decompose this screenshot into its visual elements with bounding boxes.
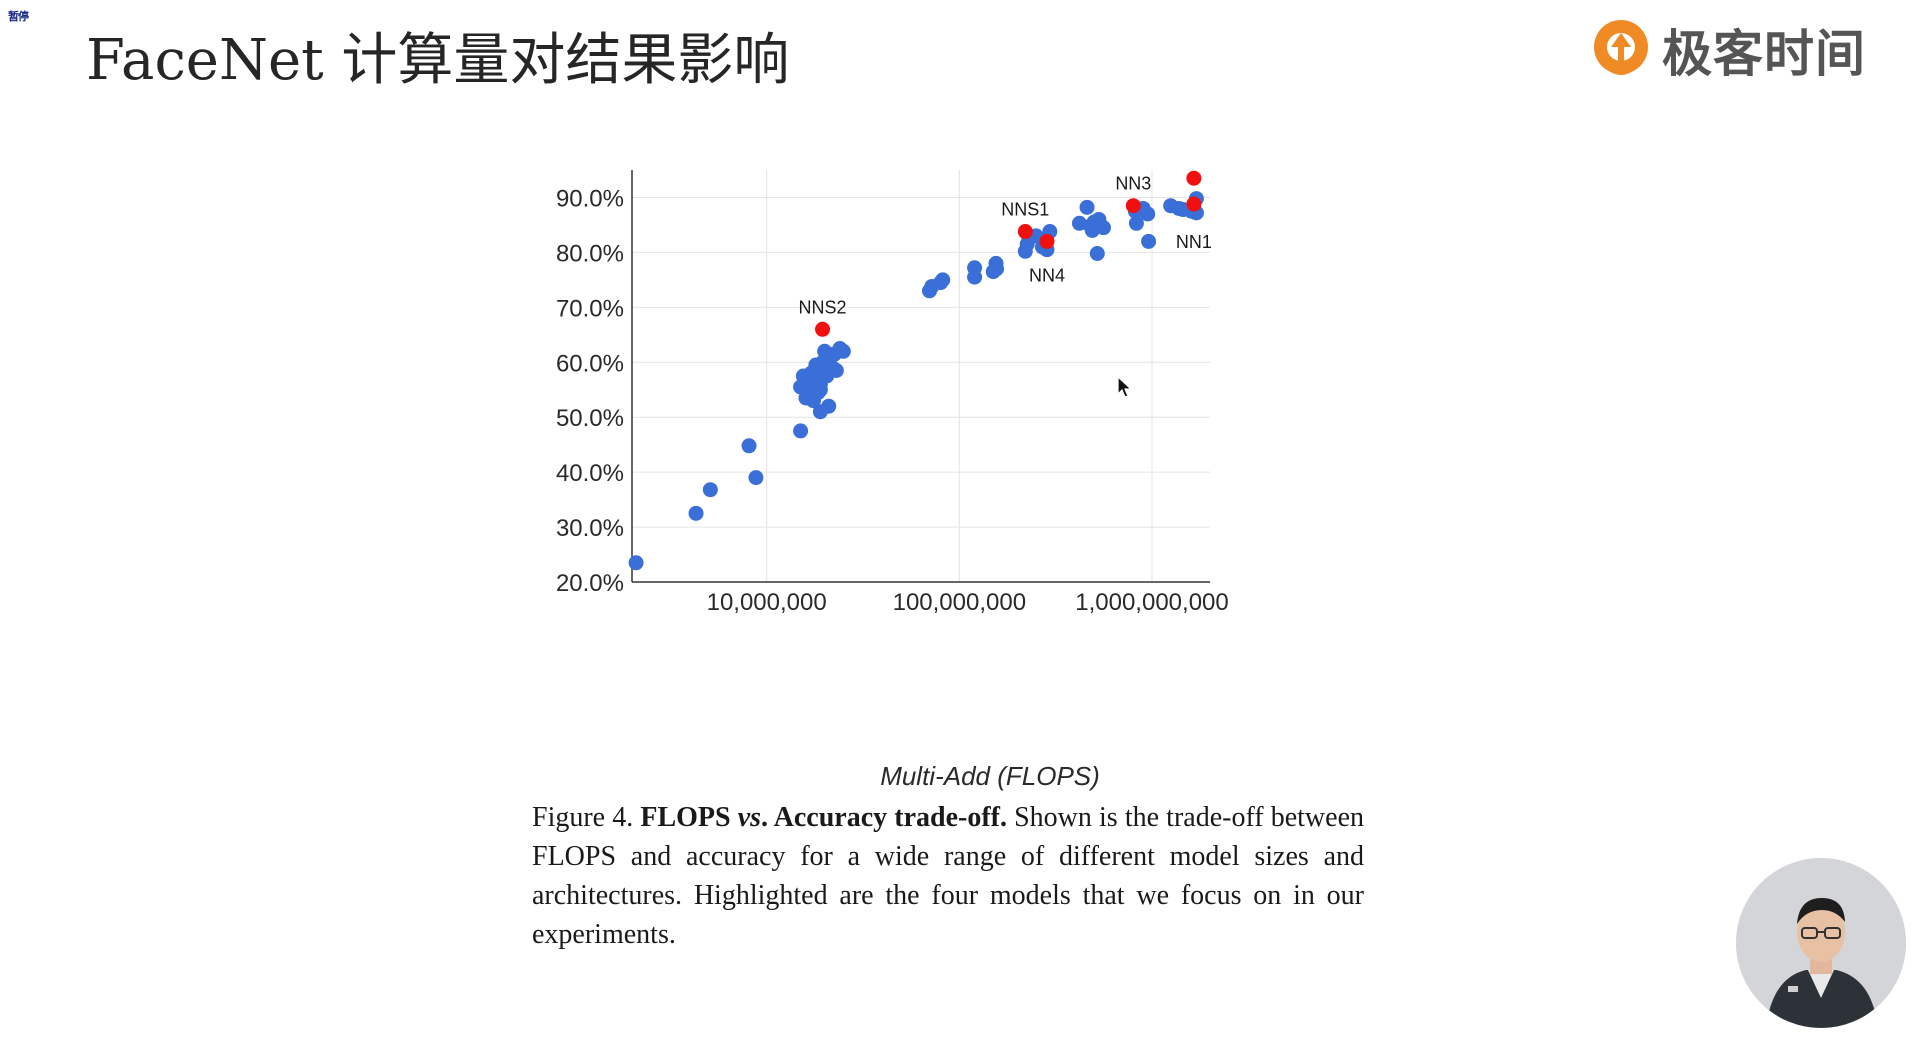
tick-layer: 20.0% 30.0% 40.0% 50.0% 60.0% 70.0% 80.0% 90.0%…	[556, 185, 1229, 616]
highlighted-model-point	[815, 321, 831, 337]
point-label: NNS2	[799, 297, 847, 317]
highlighted-model-point	[1017, 224, 1033, 240]
caption-bold-1: FLOPS	[640, 802, 731, 833]
model-point	[967, 260, 983, 276]
model-point	[989, 261, 1005, 277]
model-point	[1140, 206, 1156, 222]
model-point	[1095, 220, 1111, 236]
model-point	[1079, 199, 1095, 215]
presenter-figure-icon	[1736, 858, 1906, 1028]
highlighted-model-point	[1186, 196, 1202, 212]
model-point	[828, 363, 844, 379]
mouse-pointer-icon	[1117, 376, 1133, 398]
point-label: NNS1	[1001, 200, 1049, 220]
point-layer	[628, 170, 1204, 571]
highlighted-model-point	[1186, 170, 1202, 186]
model-point	[1128, 215, 1144, 231]
model-point	[935, 272, 951, 288]
point-label: NN3	[1115, 174, 1151, 194]
y-tick-label: 20.0%	[556, 570, 624, 597]
point-label: NN4	[1029, 265, 1065, 285]
y-tick-label: 50.0%	[556, 405, 624, 432]
model-point	[702, 482, 718, 498]
y-tick-label: 80.0%	[556, 240, 624, 267]
caption-italic: vs	[737, 802, 762, 833]
y-tick-label: 70.0%	[556, 295, 624, 322]
y-tick-label: 40.0%	[556, 460, 624, 487]
geektime-logo-icon	[1594, 20, 1648, 75]
pause-badge[interactable]: 暂停	[8, 10, 29, 23]
model-point	[741, 438, 757, 454]
x-axis-title: Multi-Add (FLOPS)	[880, 761, 1100, 791]
model-point	[1141, 233, 1157, 249]
figure-caption: Figure 4. FLOPS vs. Accuracy trade-off. …	[532, 798, 1364, 954]
point-label: NN1	[1176, 232, 1212, 252]
model-point	[835, 343, 851, 359]
x-tick-label: 100,000,000	[893, 589, 1026, 616]
model-point	[821, 398, 837, 414]
caption-prefix: Figure 4.	[532, 802, 634, 833]
y-tick-label: 60.0%	[556, 350, 624, 377]
model-point	[793, 423, 809, 439]
highlighted-model-point	[1125, 198, 1141, 214]
brand-name: 极客时间	[1662, 25, 1866, 83]
model-point	[688, 505, 704, 521]
caption-body: Shown is the trade-off between FLOPS and…	[532, 802, 1364, 950]
model-point	[1089, 245, 1105, 261]
model-point	[628, 555, 644, 571]
model-point	[748, 470, 764, 486]
x-tick-label: 1,000,000,000	[1075, 589, 1228, 616]
y-tick-label: 30.0%	[556, 515, 624, 542]
caption-bold-2: . Accuracy trade-off.	[761, 802, 1007, 833]
axis-layer	[631, 170, 1210, 583]
chart: 20.0% 30.0% 40.0% 50.0% 60.0% 70.0% 80.0% 90.0%…	[520, 170, 1380, 800]
x-tick-label: 10,000,000	[707, 589, 827, 616]
brand-logo: 极客时间	[1590, 12, 1866, 88]
highlighted-model-point	[1039, 233, 1055, 249]
presenter-video-avatar[interactable]	[1736, 858, 1906, 1028]
label-layer: NNS2NNS1NN4NN3NN2NN1	[799, 174, 1212, 318]
model-point	[812, 382, 828, 398]
scatter-chart-svg: 20.0% 30.0% 40.0% 50.0% 60.0% 70.0% 80.0% 90.0%…	[556, 170, 1229, 791]
slide-title: FaceNet 计算量对结果影响	[86, 28, 790, 93]
y-tick-label: 90.0%	[556, 185, 624, 212]
